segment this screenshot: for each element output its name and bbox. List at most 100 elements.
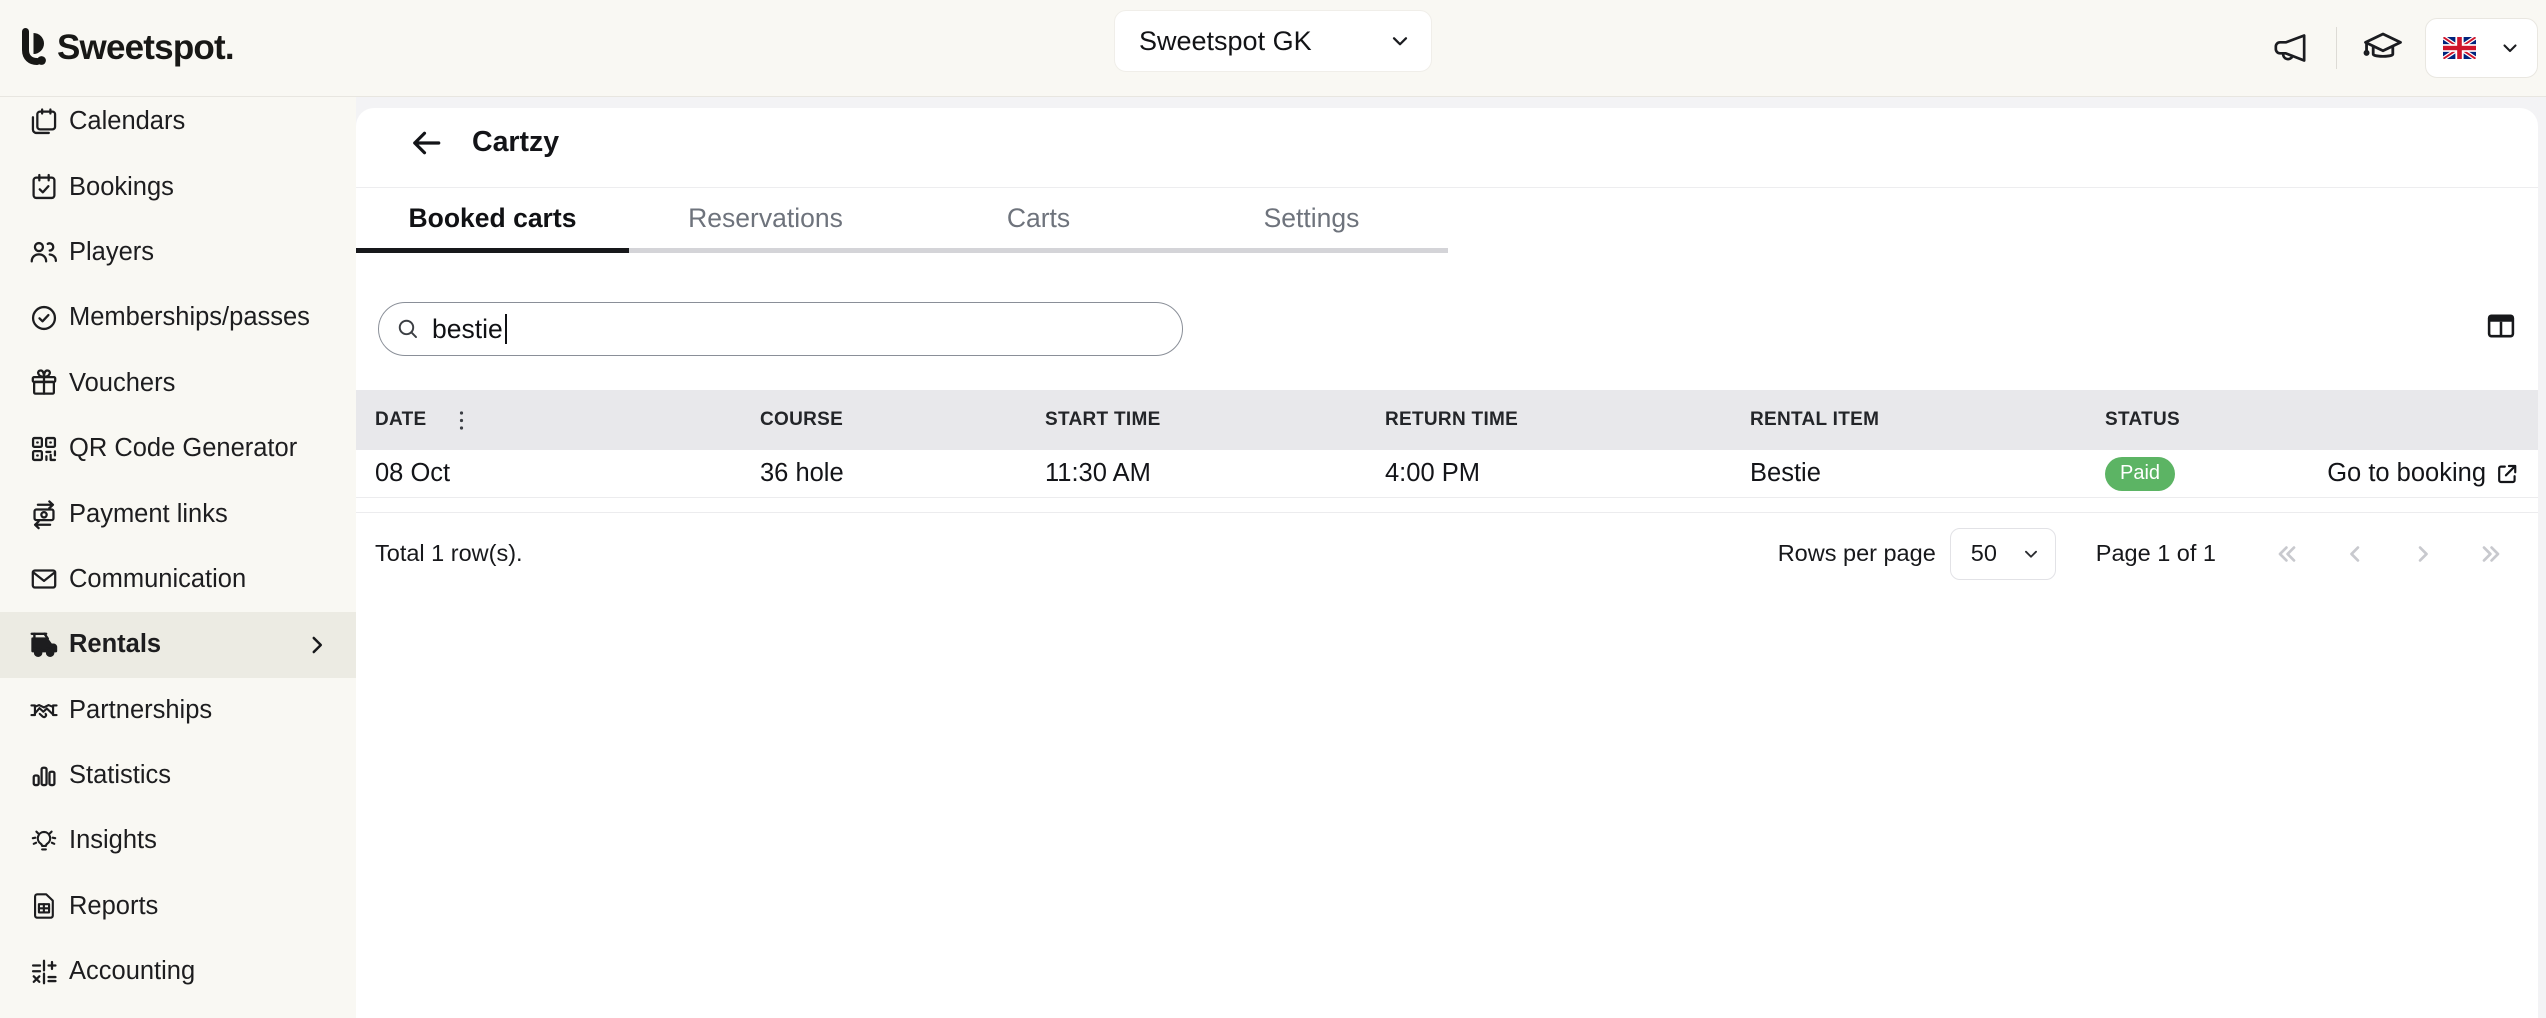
sidebar-item-label: Bookings bbox=[69, 172, 174, 201]
sidebar: Calendars Bookings Player bbox=[0, 97, 356, 1018]
content-card: Cartzy Booked carts Reservations Carts S… bbox=[356, 108, 2538, 1018]
cell-rental-item: Bestie bbox=[1750, 459, 1821, 487]
status-badge: Paid bbox=[2105, 456, 2176, 491]
sidebar-item-payment-links[interactable]: Payment links bbox=[0, 481, 356, 546]
chevron-right-icon bbox=[304, 632, 330, 658]
table-row: 08 Oct 36 hole 11:30 AM 4:00 PM Bestie P… bbox=[356, 450, 2538, 498]
membership-badge-icon bbox=[27, 301, 61, 335]
report-doc-icon bbox=[27, 889, 61, 923]
sidebar-item-calendars[interactable]: Calendars bbox=[0, 97, 356, 154]
last-page-button[interactable] bbox=[2470, 533, 2512, 575]
brand-logo[interactable]: Sweetspot. bbox=[18, 0, 235, 96]
topbar-divider bbox=[2336, 27, 2337, 69]
payment-links-icon bbox=[27, 497, 61, 531]
sidebar-item-partnerships[interactable]: Partnerships bbox=[0, 678, 356, 743]
math-icon bbox=[27, 955, 61, 989]
bookings-icon bbox=[27, 170, 61, 204]
cell-start-time: 11:30 AM bbox=[1045, 459, 1151, 487]
tab-reservations[interactable]: Reservations bbox=[688, 203, 843, 233]
sidebar-item-label: QR Code Generator bbox=[69, 434, 298, 463]
toolbar: bestie bbox=[356, 253, 2538, 390]
sidebar-item-insights[interactable]: Insights bbox=[0, 808, 356, 873]
qr-code-icon bbox=[27, 432, 61, 466]
sidebar-item-statistics[interactable]: Statistics bbox=[0, 743, 356, 808]
search-value: bestie bbox=[432, 313, 503, 344]
sidebar-item-reports[interactable]: Reports bbox=[0, 874, 356, 939]
rows-per-page-label: Rows per page bbox=[1777, 540, 1936, 566]
active-tab-underline bbox=[356, 248, 629, 253]
chevrons-left-icon bbox=[2273, 540, 2301, 568]
sidebar-item-vouchers[interactable]: Vouchers bbox=[0, 351, 356, 416]
table-footer: Total 1 row(s). Rows per page 50 Page 1 … bbox=[356, 512, 2538, 594]
chevron-down-icon bbox=[1387, 28, 1413, 54]
gift-icon bbox=[27, 366, 61, 400]
tab-bar: Booked carts Reservations Carts Settings bbox=[356, 188, 2538, 253]
sidebar-item-label: Players bbox=[69, 237, 155, 266]
club-selector-value: Sweetspot GK bbox=[1139, 25, 1312, 56]
go-to-booking-link[interactable]: Go to booking bbox=[2316, 459, 2520, 488]
arrow-left-icon bbox=[408, 125, 444, 161]
total-rows-label: Total 1 row(s). bbox=[375, 540, 523, 566]
topbar-actions bbox=[2268, 0, 2538, 96]
column-settings-button[interactable] bbox=[2483, 308, 2519, 344]
bar-chart-icon bbox=[27, 759, 61, 793]
chevrons-right-icon bbox=[2477, 540, 2505, 568]
sidebar-item-label: Accounting bbox=[69, 957, 196, 986]
sidebar-item-players[interactable]: Players bbox=[0, 220, 356, 285]
sidebar-item-communication[interactable]: Communication bbox=[0, 547, 356, 612]
handshake-icon bbox=[27, 693, 61, 727]
sweetspot-logo-icon bbox=[18, 28, 48, 68]
sidebar-item-label: Communication bbox=[69, 564, 247, 593]
column-header-course: COURSE bbox=[760, 409, 844, 430]
uk-flag-icon bbox=[2443, 37, 2476, 59]
column-header-return-time: RETURN TIME bbox=[1385, 409, 1519, 430]
rows-per-page-select[interactable]: 50 bbox=[1949, 527, 2056, 580]
rows-per-page-value: 50 bbox=[1970, 540, 1997, 566]
sidebar-item-bookings[interactable]: Bookings bbox=[0, 154, 356, 219]
language-selector[interactable] bbox=[2425, 18, 2538, 78]
megaphone-icon bbox=[2270, 28, 2310, 68]
golf-cart-icon bbox=[27, 628, 61, 662]
academy-button[interactable] bbox=[2361, 26, 2405, 70]
page-title: Cartzy bbox=[472, 126, 560, 158]
back-button[interactable] bbox=[408, 125, 444, 161]
sidebar-item-label: Partnerships bbox=[69, 695, 213, 724]
chevron-right-icon bbox=[2409, 540, 2437, 568]
column-header-start-time: START TIME bbox=[1045, 409, 1161, 430]
sidebar-item-label: Rentals bbox=[69, 630, 162, 659]
sidebar-item-label: Reports bbox=[69, 891, 159, 920]
club-selector-dropdown[interactable]: Sweetspot GK bbox=[1114, 10, 1432, 72]
calendars-icon bbox=[27, 105, 61, 139]
tab-settings[interactable]: Settings bbox=[1263, 203, 1360, 233]
graduation-cap-icon bbox=[2362, 27, 2404, 69]
cell-return-time: 4:00 PM bbox=[1385, 459, 1480, 487]
chevron-left-icon bbox=[2341, 540, 2369, 568]
chevron-down-icon bbox=[2020, 543, 2042, 565]
column-menu-icon[interactable] bbox=[457, 409, 466, 432]
tab-carts[interactable]: Carts bbox=[1006, 203, 1071, 233]
topbar: Sweetspot. Sweetspot GK bbox=[0, 0, 2546, 97]
sidebar-item-rentals[interactable]: Rentals bbox=[0, 612, 356, 678]
tab-booked-carts[interactable]: Booked carts bbox=[408, 203, 577, 233]
column-header-date: DATE bbox=[375, 409, 427, 430]
search-input[interactable]: bestie bbox=[378, 302, 1183, 356]
tab-underline-track bbox=[356, 248, 1448, 253]
announcements-button[interactable] bbox=[2268, 26, 2312, 70]
sidebar-item-qr-code-generator[interactable]: QR Code Generator bbox=[0, 416, 356, 481]
external-link-icon bbox=[2494, 461, 2520, 487]
next-page-button[interactable] bbox=[2402, 533, 2444, 575]
sidebar-item-accounting[interactable]: Accounting bbox=[0, 939, 356, 1004]
lightbulb-icon bbox=[27, 824, 61, 858]
previous-page-button[interactable] bbox=[2334, 533, 2376, 575]
pagination-nav bbox=[2266, 533, 2512, 575]
pagination-controls: Rows per page 50 Page 1 of 1 bbox=[1777, 527, 2512, 580]
chevron-down-icon bbox=[2498, 36, 2522, 60]
sidebar-item-label: Calendars bbox=[69, 107, 186, 136]
page-header: Cartzy bbox=[356, 108, 2538, 188]
page-info: Page 1 of 1 bbox=[2095, 540, 2216, 566]
first-page-button[interactable] bbox=[2266, 533, 2308, 575]
go-to-booking-label: Go to booking bbox=[2327, 459, 2486, 487]
cell-status: Paid bbox=[2105, 456, 2316, 491]
sidebar-item-memberships[interactable]: Memberships/passes bbox=[0, 285, 356, 350]
